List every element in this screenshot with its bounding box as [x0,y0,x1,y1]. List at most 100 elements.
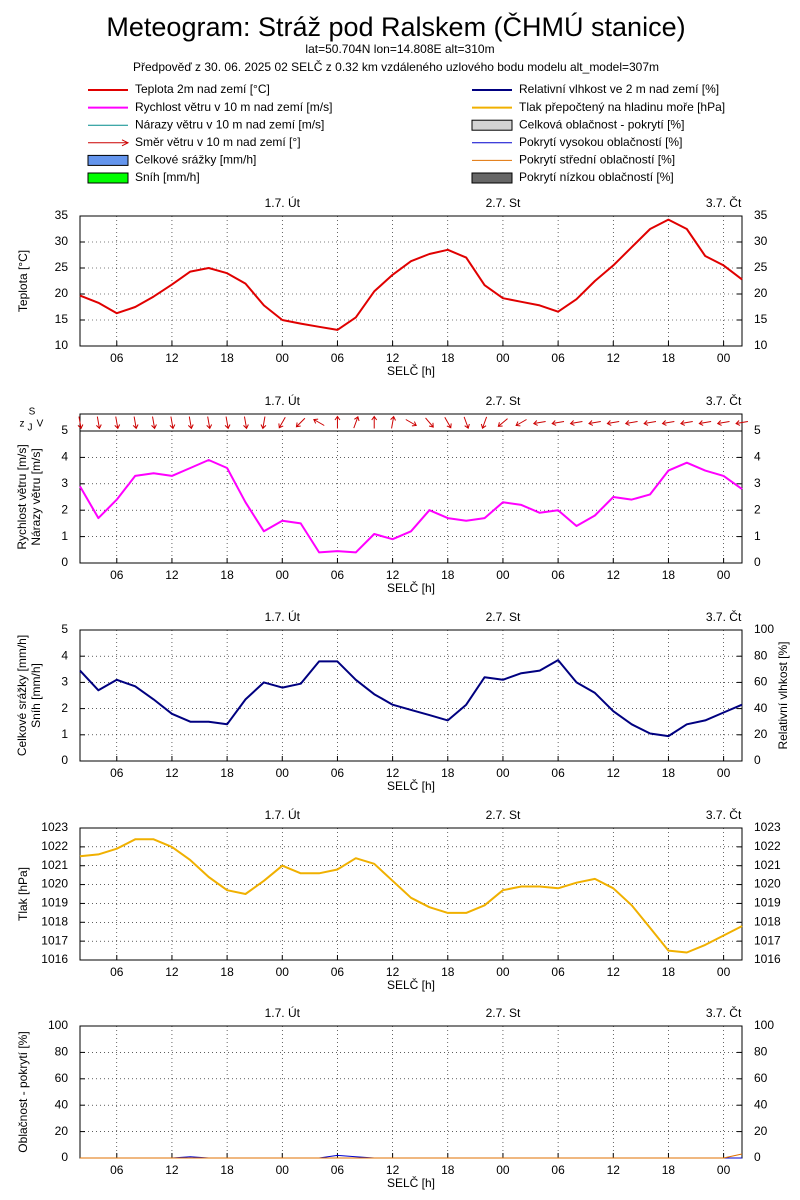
day-label: 3.7. Čt [706,393,742,408]
y2-tick-label: 1021 [754,858,781,872]
wind-arrow [425,417,434,428]
wind-arrow [390,415,396,429]
x-tick-label: 00 [276,1163,290,1177]
day-label: 3.7. Čt [706,1005,742,1020]
day-label: 1.7. Út [265,393,301,408]
y2-tick-label: 1020 [754,877,781,891]
wind-arrow [313,418,325,426]
wind-arrow [698,420,712,426]
legend-label: Celkové srážky [mm/h] [135,153,256,167]
wind-arrow [187,416,194,430]
day-label: 2.7. St [486,610,521,624]
legend-swatch [471,172,513,184]
y2-tick-label: 2 [754,502,761,516]
series-line [79,459,743,554]
legend-label: Tlak přepočtený na hladinu moře [hPa] [519,100,725,114]
x-axis-label: SELČ [h] [387,977,435,992]
y-tick-label: 1020 [41,877,68,891]
y-axis-label: Sníh [mm/h] [29,663,43,728]
day-label: 1.7. Út [265,609,301,624]
x-tick-label: 18 [220,965,234,979]
wind-arrow [224,416,231,430]
legend-label: Směr větru v 10 m nad zemí [°] [135,135,301,149]
wind-arrow [444,417,452,429]
y-tick-label: 80 [55,1045,69,1059]
wind-arrow [405,419,417,427]
day-label: 3.7. Čt [706,807,742,822]
y2-tick-label: 100 [754,622,774,636]
y-tick-label: 1 [61,529,68,543]
x-tick-label: 00 [496,568,510,582]
wind-arrow [96,416,102,430]
x-tick-label: 18 [662,766,676,780]
y2-tick-label: 1 [754,529,761,543]
y2-tick-label: 0 [754,555,761,569]
wind-arrow [497,418,508,427]
wind-arrow [295,417,306,428]
wind-arrow [515,419,527,427]
y-tick-label: 5 [61,423,68,437]
legend-label: Teplota 2m nad zemí [°C] [135,82,270,96]
compass-label: z [20,419,25,430]
wind-arrow [278,417,286,429]
day-label: 1.7. Út [265,1005,301,1020]
x-tick-label: 00 [276,351,290,365]
x-tick-label: 00 [496,766,510,780]
y-tick-label: 1021 [41,858,68,872]
x-tick-label: 00 [717,351,731,365]
wind-arrow [716,420,730,426]
x-tick-label: 18 [220,1163,234,1177]
y-axis-label: Teplota [°C] [16,250,30,312]
title: Meteogram: Stráž pod Ralskem (ČHMÚ stani… [106,11,685,42]
y-tick-label: 3 [61,476,68,490]
y2-tick-label: 1022 [754,839,781,853]
y2-tick-label: 0 [754,1150,761,1164]
y2-tick-label: 15 [754,312,768,326]
y2-tick-label: 35 [754,208,768,222]
y2-tick-label: 60 [754,1071,768,1085]
y-tick-label: 20 [55,286,69,300]
wind-arrow [569,420,583,426]
wind-arrow [353,416,360,429]
y-tick-label: 10 [55,338,69,352]
x-tick-label: 18 [220,351,234,365]
x-tick-label: 06 [551,568,565,582]
x-tick-label: 18 [662,568,676,582]
y2-tick-label: 5 [754,423,761,437]
y2-tick-label: 60 [754,675,768,689]
y-tick-label: 4 [61,450,68,464]
series-line [79,838,743,954]
y2-tick-label: 1016 [754,952,781,966]
legend-label: Sníh [mm/h] [135,170,200,184]
y2-tick-label: 1018 [754,914,781,928]
y-tick-label: 100 [48,1018,68,1032]
y2-tick-label: 1023 [754,820,781,834]
y2-tick-label: 0 [754,753,761,767]
y2-axis-label: Relativní vlhkost [%] [776,641,790,749]
legend-swatch [87,172,129,184]
x-tick-label: 06 [110,766,124,780]
wind-arrow [371,415,378,429]
y2-tick-label: 1017 [754,933,781,947]
x-axis-label: SELČ [h] [387,363,435,378]
y2-tick-label: 3 [754,476,761,490]
x-tick-label: 18 [662,1163,676,1177]
x-tick-label: 18 [441,1163,455,1177]
legend-label: Celková oblačnost - pokrytí [%] [519,117,684,131]
y2-tick-label: 20 [754,1124,768,1138]
wind-arrow [735,420,748,426]
y2-tick-label: 1019 [754,896,781,910]
y-tick-label: 1022 [41,839,68,853]
y-axis-label: Rychlost větru [m/s] [15,444,29,549]
x-tick-label: 06 [110,965,124,979]
x-tick-label: 12 [607,1163,621,1177]
x-axis-label: SELČ [h] [387,778,435,793]
series-line [79,218,743,331]
wind-arrow [463,416,470,429]
x-tick-label: 06 [551,965,565,979]
y-axis-label: Celkové srážky [mm/h] [15,635,29,756]
legend-swatch [87,154,129,166]
y-axis-label: Tlak [hPa] [16,867,30,921]
x-tick-label: 12 [607,965,621,979]
